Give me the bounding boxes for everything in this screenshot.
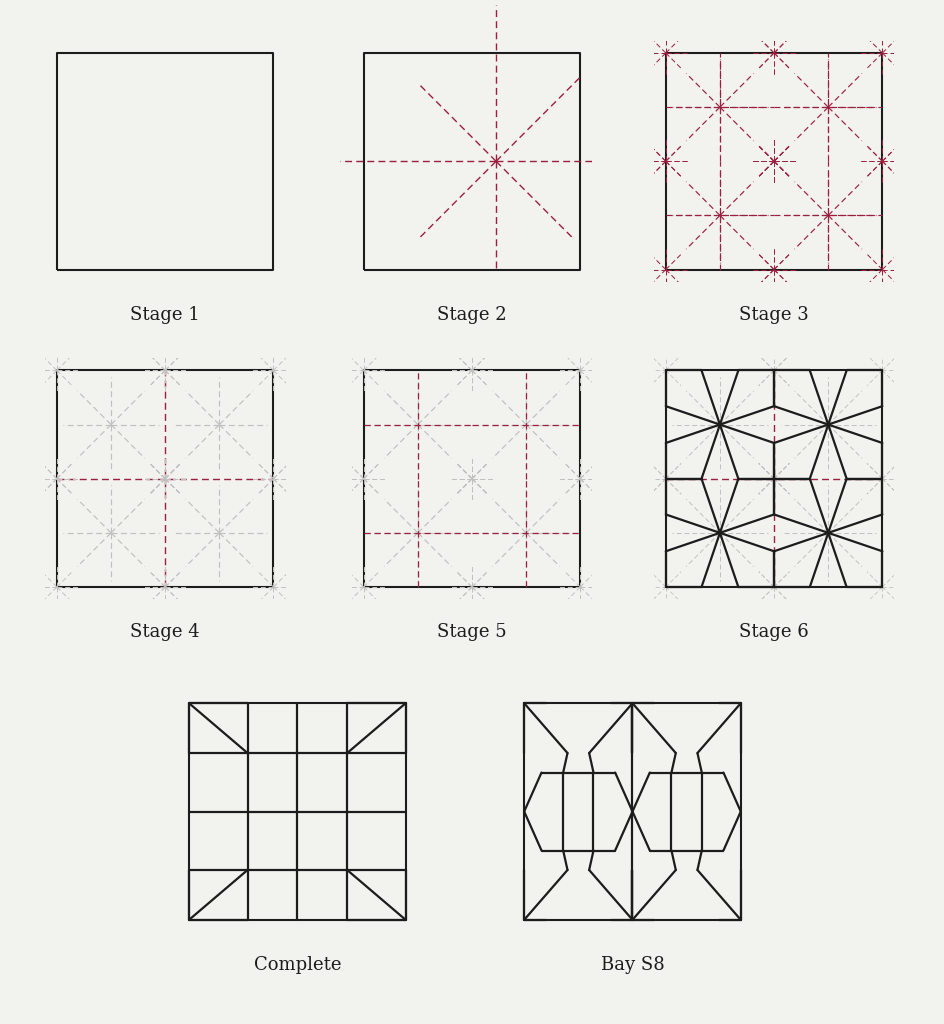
Text: Stage 2: Stage 2: [437, 305, 507, 324]
Text: Stage 3: Stage 3: [739, 305, 809, 324]
Text: Stage 1: Stage 1: [130, 305, 200, 324]
Text: Stage 4: Stage 4: [130, 623, 200, 641]
Text: Stage 6: Stage 6: [739, 623, 809, 641]
Text: Bay S8: Bay S8: [600, 956, 665, 974]
Text: Stage 5: Stage 5: [437, 623, 507, 641]
Text: Complete: Complete: [254, 956, 341, 974]
